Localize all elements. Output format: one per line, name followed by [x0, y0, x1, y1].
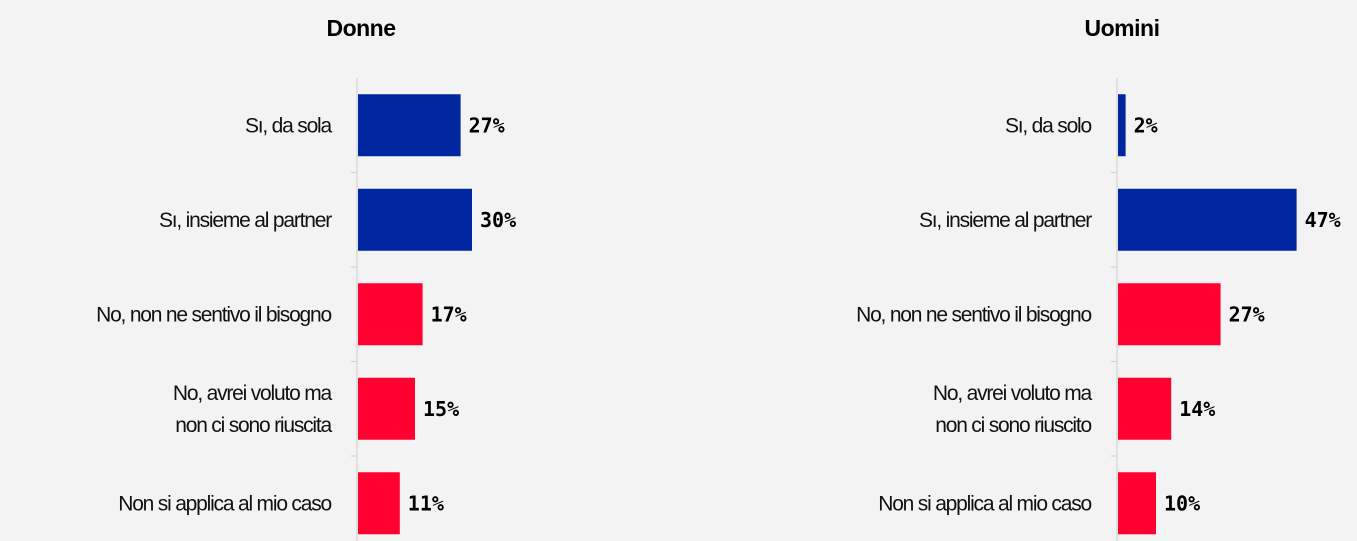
value-label-donne-1: 30%: [480, 208, 516, 232]
category-label-uomini-1: Sı, insieme al partner: [919, 209, 1092, 232]
bar-uomini-1: [1118, 188, 1297, 251]
value-label-donne-2: 17%: [431, 302, 467, 326]
bar-donne-3: [358, 377, 415, 440]
value-label-donne-0: 27%: [469, 113, 505, 137]
category-label-donne-2: No, non ne sentivo il bisogno: [96, 303, 331, 326]
category-label-uomini-3: No, avrei voluto ma non ci sono riuscito: [933, 382, 1093, 437]
panel-title-donne: Donne: [326, 15, 395, 41]
category-label-donne-3: No, avrei voluto ma non ci sono riuscita: [173, 382, 333, 437]
value-label-uomini-4: 10%: [1164, 491, 1200, 515]
category-label-donne-1: Sı, insieme al partner: [159, 209, 332, 232]
category-label-donne-0: Sı, da sola: [245, 114, 333, 137]
value-label-uomini-0: 2%: [1134, 113, 1158, 137]
bar-donne-1: [358, 188, 472, 251]
category-label-uomini-4: Non si applica al mio caso: [878, 492, 1091, 515]
category-label-donne-4: Non si applica al mio caso: [118, 492, 331, 515]
bar-uomini-0: [1118, 94, 1126, 157]
value-label-uomini-1: 47%: [1305, 208, 1341, 232]
bar-uomini-4: [1118, 472, 1156, 535]
bar-uomini-3: [1118, 377, 1172, 440]
bar-donne-2: [358, 283, 423, 346]
category-label-uomini-0: Sı, da solo: [1005, 114, 1092, 137]
bar-donne-4: [358, 472, 400, 535]
bar-donne-0: [358, 94, 461, 157]
value-label-donne-3: 15%: [423, 397, 459, 421]
bar-uomini-2: [1118, 283, 1221, 346]
value-label-uomini-3: 14%: [1179, 397, 1215, 421]
category-label-uomini-2: No, non ne sentivo il bisogno: [856, 303, 1091, 326]
panel-title-uomini: Uomini: [1085, 15, 1160, 41]
value-label-donne-4: 11%: [408, 491, 444, 515]
value-label-uomini-2: 27%: [1229, 302, 1265, 326]
